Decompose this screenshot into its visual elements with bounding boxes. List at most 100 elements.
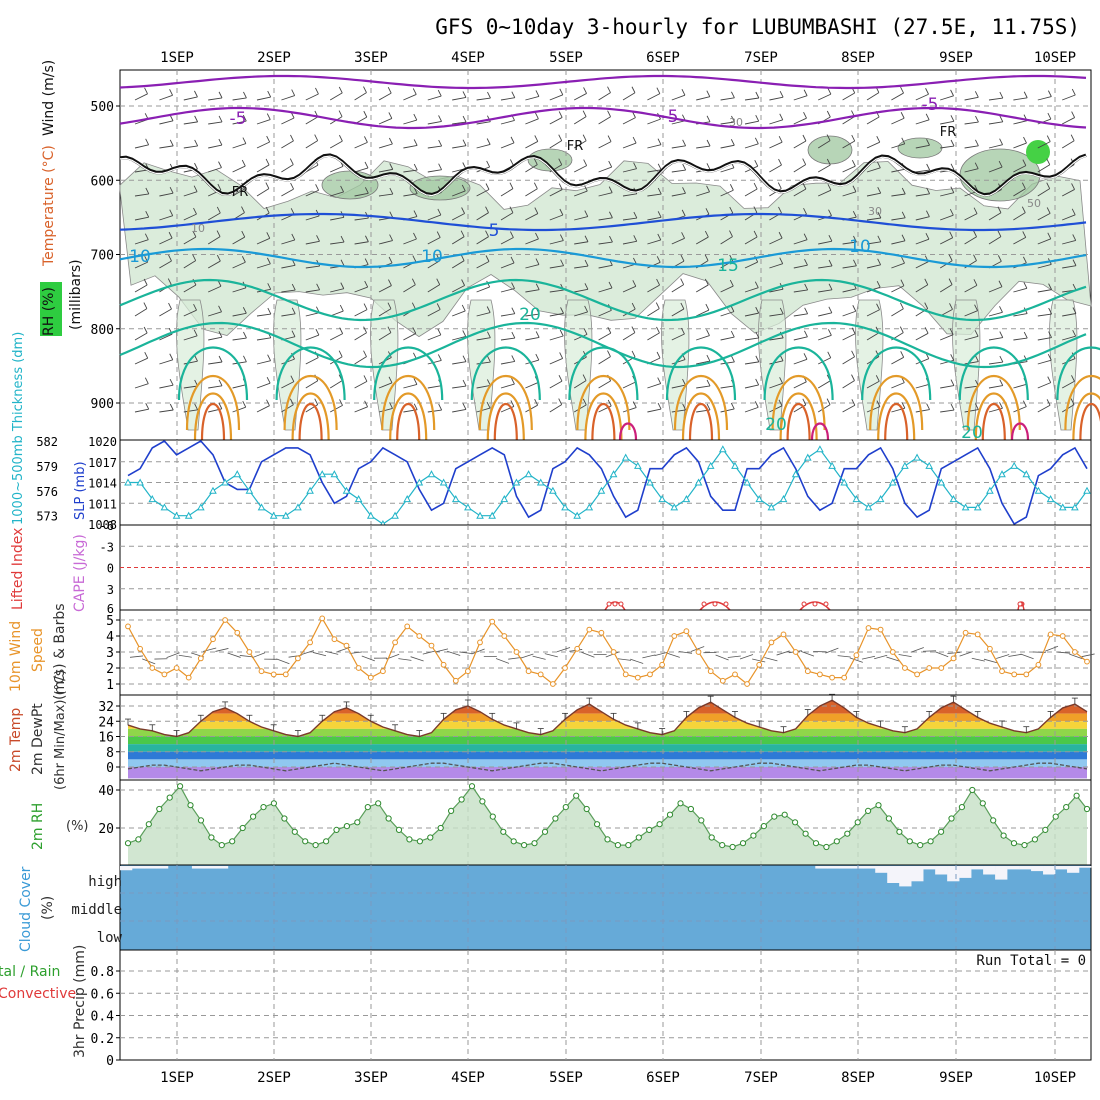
wind-speed-line-point xyxy=(295,655,301,662)
wind-barb-flag xyxy=(1046,207,1051,214)
rh-2m-line-point xyxy=(124,840,132,847)
wind-barb xyxy=(427,260,440,269)
arch-contour xyxy=(779,392,818,441)
wind-barb-flag xyxy=(950,115,955,122)
wind-barb xyxy=(696,145,711,149)
wind-barb xyxy=(305,312,320,317)
wind-barb xyxy=(964,284,978,293)
wind-barb xyxy=(256,141,270,149)
rh-2m-line-point xyxy=(562,804,569,811)
wind-barb xyxy=(647,332,660,341)
wind-barb xyxy=(403,193,418,197)
wind-barb-flag xyxy=(926,187,931,195)
cloud-high-bar xyxy=(935,866,948,875)
date-label-bottom: 5SEP xyxy=(549,1070,583,1086)
wind-speed-line-point xyxy=(1035,661,1042,668)
cloud-high-bar xyxy=(203,866,217,869)
wind-barb-flag xyxy=(1022,400,1027,407)
precip-convective-label: Convective xyxy=(0,986,76,1002)
wind-barb-flag xyxy=(704,230,709,238)
date-label-top: 8SEP xyxy=(841,50,875,66)
wind-barb-flag xyxy=(436,231,441,238)
cloud-high-bar xyxy=(959,866,972,878)
wind-barb-flag xyxy=(949,231,954,238)
wind-barb-flag xyxy=(291,233,296,241)
wind-barb-flag xyxy=(705,208,710,215)
wind-barb-flag xyxy=(583,159,588,166)
wind-barb-flag xyxy=(1047,376,1052,383)
wind-barb-flag xyxy=(1046,135,1051,142)
wind-barb xyxy=(769,237,783,245)
top-date-axis: 1SEP 2SEP 3SEP 4SEP 5SEP 6SEP 7SEP 8SEP 9SEP 10SE… xyxy=(160,50,1076,66)
wind-speed-line-point xyxy=(1023,671,1030,678)
wind-barb xyxy=(744,97,759,101)
wind-barb-flag xyxy=(363,86,367,93)
wind-barb-flag xyxy=(827,329,832,336)
thickness-point xyxy=(209,486,217,494)
date-label-bottom: 2SEP xyxy=(257,1070,291,1086)
wind-barb-flag xyxy=(1023,91,1028,98)
wind-barb-flag xyxy=(1071,375,1075,382)
wind-barb xyxy=(525,164,538,173)
rh-2m-line-point xyxy=(1021,842,1028,849)
wind-barb xyxy=(769,360,784,365)
wind-barb-flag xyxy=(608,160,613,168)
arch-contour xyxy=(396,403,421,441)
slp-tick: 1017 xyxy=(88,456,117,470)
wind-barb xyxy=(964,145,979,149)
wind-barb-flag xyxy=(460,230,465,237)
wind-speed-line-point xyxy=(307,639,314,646)
wind-barb xyxy=(598,116,611,125)
wind-barb xyxy=(915,119,930,125)
wind-barb-flag xyxy=(413,232,417,240)
wind-barb xyxy=(451,260,465,269)
wind-barb-flag xyxy=(1072,329,1077,337)
wind-barb xyxy=(1013,406,1027,413)
rh-2m-line-point xyxy=(885,815,893,822)
wind-barb xyxy=(574,241,589,245)
wind-barb-10m xyxy=(495,658,510,664)
rh-2m-area xyxy=(128,786,1087,865)
wind-barb-flag xyxy=(461,184,466,192)
contour-line xyxy=(119,278,1087,322)
wind-barb-flag xyxy=(194,162,198,170)
wind-barb-flag xyxy=(999,306,1003,313)
wind-barb-flag xyxy=(584,235,589,242)
wind-barb-10m xyxy=(556,647,571,653)
cloud-high-bar xyxy=(1031,866,1044,872)
wind-barb-flag xyxy=(144,87,148,95)
wind-barb-flag xyxy=(485,255,490,262)
wind-barb-flag xyxy=(974,403,979,410)
wind-barb xyxy=(622,117,636,125)
wind-barb-flag xyxy=(365,235,369,242)
thickness-point xyxy=(366,511,375,519)
wind-speed-line-point xyxy=(1084,658,1090,665)
wind-barb xyxy=(988,144,1003,149)
rh-2m-line-point xyxy=(760,823,768,830)
wind-barb-flag xyxy=(583,328,588,335)
wind-barb xyxy=(671,308,685,317)
wind-speed-line-point xyxy=(586,626,593,633)
precip-3hr-label: 3hr Precip (mm) xyxy=(72,945,88,1058)
wind-barb-flag xyxy=(950,186,955,193)
wind-barb xyxy=(622,381,636,389)
wind-barb-10m xyxy=(520,653,534,659)
wind-barb xyxy=(1062,335,1076,341)
wind-barb xyxy=(964,121,979,125)
wind-barb xyxy=(793,313,808,317)
wind-barb xyxy=(793,264,808,269)
wind-speed-line-point xyxy=(489,618,496,625)
wind-speed-line-point xyxy=(550,681,556,687)
wind-speed-line-point xyxy=(416,633,423,639)
wind-barb-flag xyxy=(1023,331,1028,339)
thickness-point xyxy=(245,486,254,494)
wind-barb xyxy=(1037,263,1052,269)
wind-panel-frame xyxy=(119,609,1092,696)
thickness-point xyxy=(500,495,509,503)
cloud-high-bar xyxy=(131,866,145,869)
wind-barb-flag xyxy=(877,211,882,219)
thickness-point xyxy=(779,495,788,503)
wind-barb-flag xyxy=(1072,234,1077,241)
wind-barb-flag xyxy=(682,187,686,194)
